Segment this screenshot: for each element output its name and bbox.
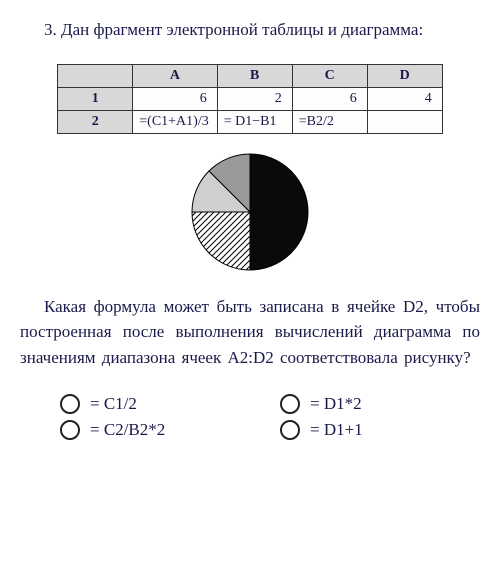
col-d: D bbox=[367, 64, 442, 87]
spreadsheet-table: A B C D 1 6 2 6 4 2 =(C1+A1)/3 = D1−B1 =… bbox=[57, 64, 442, 134]
option-2[interactable]: = D1*2 bbox=[280, 394, 440, 414]
pie-slice-b2 bbox=[192, 212, 250, 270]
corner-cell bbox=[58, 64, 133, 87]
option-1[interactable]: = C1/2 bbox=[60, 394, 220, 414]
option-3-text: = C2/B2*2 bbox=[90, 420, 165, 440]
col-b: B bbox=[217, 64, 292, 87]
radio-icon[interactable] bbox=[60, 394, 80, 414]
table-header-row: A B C D bbox=[58, 64, 442, 87]
col-a: A bbox=[133, 64, 217, 87]
answer-options: = C1/2 = D1*2 = C2/B2*2 = D1+1 bbox=[20, 394, 480, 440]
cell-a1: 6 bbox=[133, 87, 217, 110]
cell-d1: 4 bbox=[367, 87, 442, 110]
pie-chart bbox=[190, 152, 310, 272]
pie-slice-a2 bbox=[250, 154, 308, 270]
question-intro: 3. Дан фрагмент электронной таблицы и ди… bbox=[20, 18, 480, 42]
cell-b1: 2 bbox=[217, 87, 292, 110]
option-4-text: = D1+1 bbox=[310, 420, 363, 440]
cell-c1: 6 bbox=[292, 87, 367, 110]
question-body: Какая формула может быть записана в ячей… bbox=[20, 294, 480, 371]
cell-b2: = D1−B1 bbox=[217, 110, 292, 133]
cell-d2 bbox=[367, 110, 442, 133]
pie-chart-wrap bbox=[20, 152, 480, 272]
option-3[interactable]: = C2/B2*2 bbox=[60, 420, 220, 440]
cell-c2: =B2/2 bbox=[292, 110, 367, 133]
question-intro-text: Дан фрагмент электронной таблицы и диагр… bbox=[61, 20, 423, 39]
cell-a2: =(C1+A1)/3 bbox=[133, 110, 217, 133]
col-c: C bbox=[292, 64, 367, 87]
radio-icon[interactable] bbox=[280, 394, 300, 414]
option-4[interactable]: = D1+1 bbox=[280, 420, 440, 440]
radio-icon[interactable] bbox=[280, 420, 300, 440]
spreadsheet-wrap: A B C D 1 6 2 6 4 2 =(C1+A1)/3 = D1−B1 =… bbox=[20, 64, 480, 134]
row-1-hdr: 1 bbox=[58, 87, 133, 110]
table-row: 2 =(C1+A1)/3 = D1−B1 =B2/2 bbox=[58, 110, 442, 133]
question-number: 3. bbox=[44, 20, 57, 39]
option-1-text: = C1/2 bbox=[90, 394, 137, 414]
radio-icon[interactable] bbox=[60, 420, 80, 440]
option-2-text: = D1*2 bbox=[310, 394, 362, 414]
row-2-hdr: 2 bbox=[58, 110, 133, 133]
table-row: 1 6 2 6 4 bbox=[58, 87, 442, 110]
